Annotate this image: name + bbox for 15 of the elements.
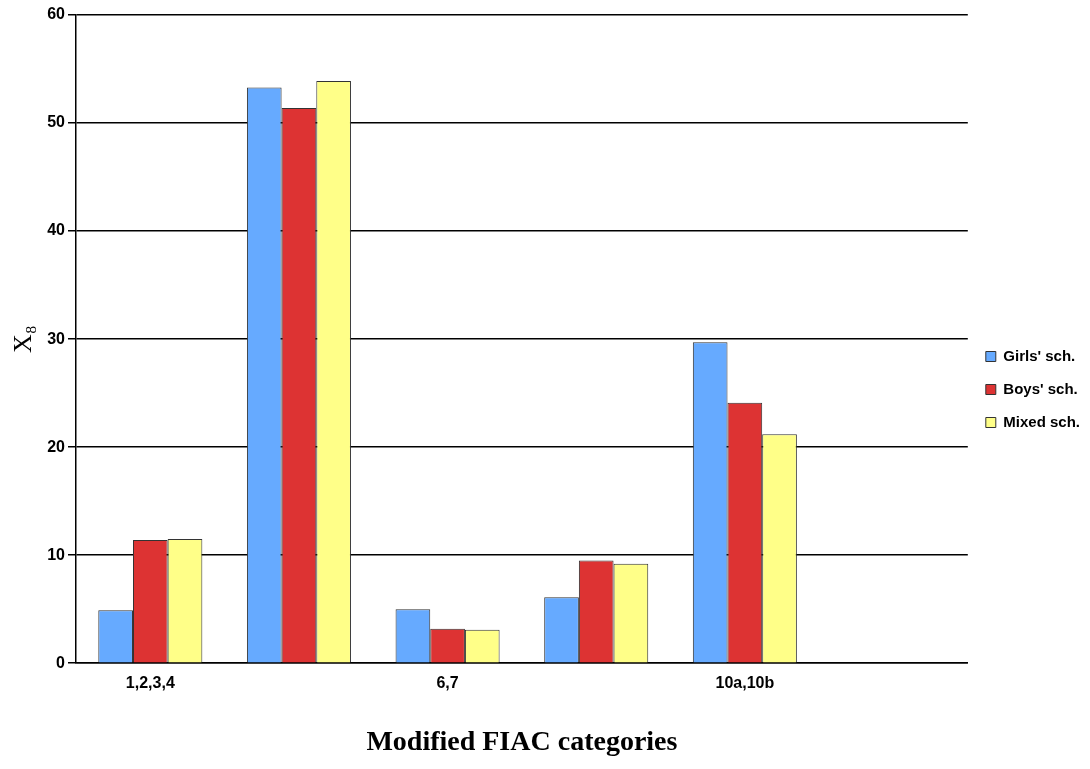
y-tick-label: 30 (47, 329, 66, 347)
legend-label: Mixed sch. (1003, 412, 1081, 430)
legend-label: Boys' sch. (1003, 379, 1078, 397)
y-tick-label: 60 (47, 5, 66, 23)
y-axis-title: X₈ (8, 325, 38, 354)
y-tick-label: 10 (47, 545, 66, 563)
y-tick-label: 50 (47, 113, 66, 131)
y-tick-label: 0 (56, 653, 66, 671)
x-tick-label: 6,7 (436, 674, 459, 692)
x-axis-title: Modified FIAC categories (366, 725, 678, 757)
legend-label: Girls' sch. (1003, 346, 1076, 364)
y-tick-label: 20 (47, 437, 66, 455)
x-tick-label: 1,2,3,4 (125, 674, 175, 692)
x-tick-label: 10a,10b (715, 674, 775, 692)
y-tick-label: 40 (47, 221, 66, 239)
